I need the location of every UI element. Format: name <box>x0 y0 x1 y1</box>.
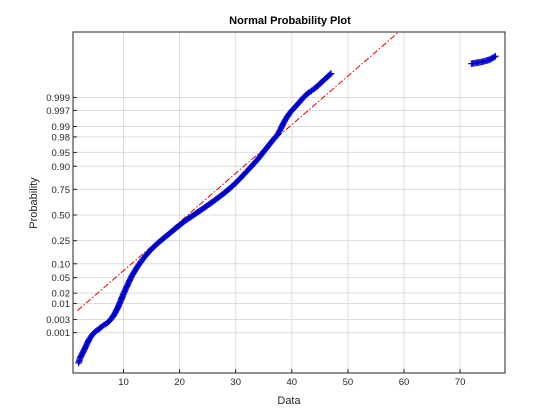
y-tick-label: 0.003 <box>46 315 70 326</box>
x-tick-label: 20 <box>174 377 185 388</box>
data-points <box>75 52 499 367</box>
y-tick-label: 0.50 <box>52 211 71 222</box>
x-tick-label: 70 <box>455 377 466 388</box>
x-tick-label: 40 <box>287 377 298 388</box>
data-point <box>492 52 499 60</box>
reference-line-layer <box>77 31 400 311</box>
x-tick-label: 30 <box>230 377 241 388</box>
y-axis-ticks: 0.001 0.003 0.010.02 0.05 0.10 0.25 0.50 0.75 0.… <box>46 93 77 339</box>
data-point <box>491 53 498 61</box>
y-tick-label: 0.98 <box>52 132 71 143</box>
y-tick-label: 0.999 <box>46 93 70 104</box>
y-tick-label: 0.99 <box>52 122 71 133</box>
plot-area <box>72 31 506 374</box>
data-point <box>326 71 334 78</box>
grid-lines <box>73 32 505 373</box>
y-tick-label: 0.02 <box>52 289 71 300</box>
x-tick-label: 10 <box>118 377 129 388</box>
x-axis-label: Data <box>277 395 301 407</box>
x-axis-ticks: 10 20 30 40 50 60 70 <box>118 369 465 388</box>
y-tick-label: 0.25 <box>52 236 71 247</box>
y-tick-label: 0.95 <box>52 148 71 159</box>
x-tick-label: 60 <box>399 377 410 388</box>
x-tick-label: 50 <box>343 377 354 388</box>
y-tick-label: 0.75 <box>52 185 71 196</box>
y-tick-label: 0.997 <box>46 106 70 117</box>
y-tick-label: 0.90 <box>52 162 71 173</box>
y-tick-label: 0.05 <box>52 273 71 284</box>
chart-title: Normal Probability Plot <box>229 15 351 27</box>
y-tick-label: 0.001 <box>46 328 70 339</box>
y-axis-label: Probability <box>28 177 40 229</box>
y-tick-label: 0.01 <box>52 299 71 310</box>
data-point <box>327 70 335 77</box>
y-tick-label: 0.10 <box>52 259 71 270</box>
reference-line <box>77 31 400 311</box>
